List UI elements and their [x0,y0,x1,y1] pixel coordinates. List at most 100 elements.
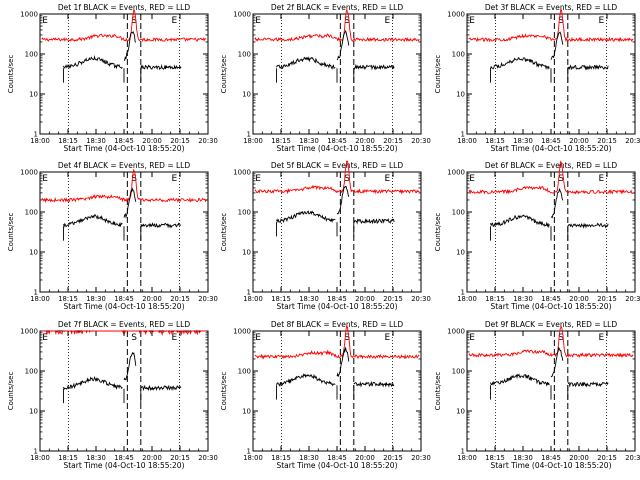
events-curve [123,30,137,61]
interval-marker-label: E [469,16,475,26]
y-tick-label: 1 [461,448,465,456]
y-axis-label: Counts/sec [7,55,15,94]
y-tick-label: 100 [25,368,38,376]
interval-marker-label: E [385,16,391,26]
x-tick-label: 18:15 [58,454,78,462]
x-tick-label: 20:15 [383,454,403,462]
y-tick-label: 100 [452,51,465,59]
y-axis-label: Counts/sec [7,213,15,252]
interval-marker-label: E [42,333,48,343]
events-curve [336,185,350,215]
events-curve [567,64,609,71]
x-tick-label: 20:00 [569,295,589,303]
x-tick-label: 20:15 [597,137,617,145]
interval-marker-label: S [131,174,137,184]
events-curve [63,55,123,70]
x-tick-label: 20:30 [198,454,218,462]
lld-curve [41,329,207,336]
x-tick-label: 20:30 [198,137,218,145]
y-tick-label: 1000 [233,11,251,19]
x-axis-label: Start Time (04-Oct-10 18:55:20) [276,144,397,153]
lld-curve [254,324,420,360]
x-tick-label: 20:15 [597,295,617,303]
y-tick-label: 1000 [20,169,38,177]
x-tick-label: 20:00 [142,454,162,462]
x-tick-label: 20:30 [198,295,218,303]
events-curve [567,381,609,388]
interval-marker-label: S [558,16,564,26]
y-tick-label: 1000 [233,169,251,177]
y-tick-label: 10 [456,91,465,99]
lld-curve [254,8,420,43]
y-tick-label: 10 [242,91,251,99]
panel-title: Det 2f BLACK = Events, RED = LLD [271,3,404,12]
y-tick-label: 1000 [20,11,38,19]
events-curve [123,187,137,219]
x-tick-label: 18:30 [86,295,106,303]
x-tick-label: 20:30 [411,295,431,303]
x-tick-label: 20:00 [142,137,162,145]
interval-marker-label: E [255,16,261,26]
x-tick-label: 18:00 [30,454,50,462]
x-axis-label: Start Time (04-Oct-10 18:55:20) [276,461,397,470]
y-tick-label: 1 [34,131,38,139]
interval-marker-label: E [255,174,261,184]
y-axis-label: Counts/sec [434,55,442,94]
events-curve [353,218,395,225]
panel-title: Det 9f BLACK = Events, RED = LLD [485,320,618,329]
events-curve [140,63,182,71]
interval-marker-label: S [131,333,137,343]
panel-det-5: Det 5f BLACK = Events, RED = LLD 1 10 100 10… [220,160,431,311]
panel-title: Det 6f BLACK = Events, RED = LLD [485,161,618,170]
x-tick-label: 18:45 [541,295,561,303]
y-tick-label: 1 [34,289,38,297]
interval-marker-label: S [344,333,350,343]
x-tick-label: 18:45 [114,454,134,462]
x-tick-label: 18:30 [513,295,533,303]
y-axis-label: Counts/sec [220,372,228,411]
x-axis-label: Start Time (04-Oct-10 18:55:20) [490,302,611,311]
y-tick-label: 100 [238,209,251,217]
panel-det-1: Det 1f BLACK = Events, RED = LLD 1 10 100 10… [7,3,218,153]
lld-curve [254,160,420,195]
events-curve [490,57,550,70]
interval-marker-label: E [255,333,261,343]
x-axis-label: Start Time (04-Oct-10 18:55:20) [276,302,397,311]
x-tick-label: 18:00 [457,295,477,303]
y-tick-label: 1 [247,289,251,297]
y-tick-label: 10 [29,91,38,99]
events-curve [276,373,336,387]
x-axis-label: Start Time (04-Oct-10 18:55:20) [63,461,184,470]
x-tick-label: 20:30 [625,137,640,145]
x-axis-label: Start Time (04-Oct-10 18:55:20) [490,461,611,470]
y-tick-label: 1 [34,448,38,456]
y-tick-label: 100 [25,51,38,59]
x-tick-label: 20:15 [383,137,403,145]
panel-det-3: Det 3f BLACK = Events, RED = LLD 1 10 100 10… [434,3,640,153]
x-axis-label: Start Time (04-Oct-10 18:55:20) [490,144,611,153]
y-tick-label: 10 [456,408,465,416]
events-curve [63,376,123,390]
y-tick-label: 1000 [20,328,38,336]
x-tick-label: 18:45 [327,295,347,303]
events-curve [490,373,550,387]
interval-marker-label: E [172,333,178,343]
interval-marker-label: E [385,174,391,184]
x-tick-label: 18:30 [513,137,533,145]
x-tick-label: 20:15 [383,295,403,303]
events-curve [276,210,336,224]
interval-marker-label: S [344,174,350,184]
interval-marker-label: E [469,333,475,343]
y-tick-label: 10 [29,249,38,257]
lld-curve [468,9,634,43]
x-tick-label: 18:15 [58,137,78,145]
events-curve [276,56,336,70]
x-tick-label: 20:30 [625,295,640,303]
y-axis-label: Counts/sec [434,372,442,411]
x-tick-label: 18:45 [114,137,134,145]
interval-marker-label: E [599,174,605,184]
x-tick-label: 18:15 [485,454,505,462]
y-tick-label: 1 [461,289,465,297]
x-tick-label: 18:30 [299,454,319,462]
